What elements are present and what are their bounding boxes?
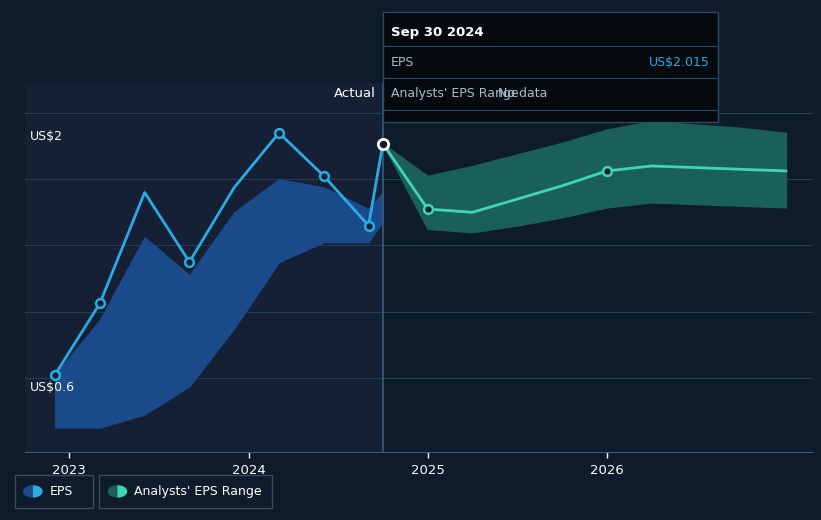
Point: [421, 205, 434, 213]
Text: Analysts' EPS Range: Analysts' EPS Range: [392, 87, 519, 100]
Text: No data: No data: [498, 87, 548, 100]
Point: [273, 129, 286, 137]
Text: US$0.6: US$0.6: [30, 381, 75, 394]
Point: [48, 370, 62, 379]
Point: [362, 222, 375, 230]
Point: [94, 299, 107, 307]
Text: US$2.015: US$2.015: [649, 56, 710, 69]
Text: Sep 30 2024: Sep 30 2024: [392, 27, 484, 40]
Point: [183, 258, 196, 266]
Point: [376, 139, 389, 148]
Bar: [25, 83, 383, 452]
Text: Analysts Forecasts: Analysts Forecasts: [390, 87, 514, 100]
Point: [317, 172, 330, 180]
Text: EPS: EPS: [49, 485, 72, 498]
Text: Analysts' EPS Range: Analysts' EPS Range: [134, 485, 261, 498]
Point: [600, 167, 613, 175]
Text: US$2: US$2: [30, 130, 63, 143]
Text: Actual: Actual: [334, 87, 376, 100]
Text: EPS: EPS: [392, 56, 415, 69]
